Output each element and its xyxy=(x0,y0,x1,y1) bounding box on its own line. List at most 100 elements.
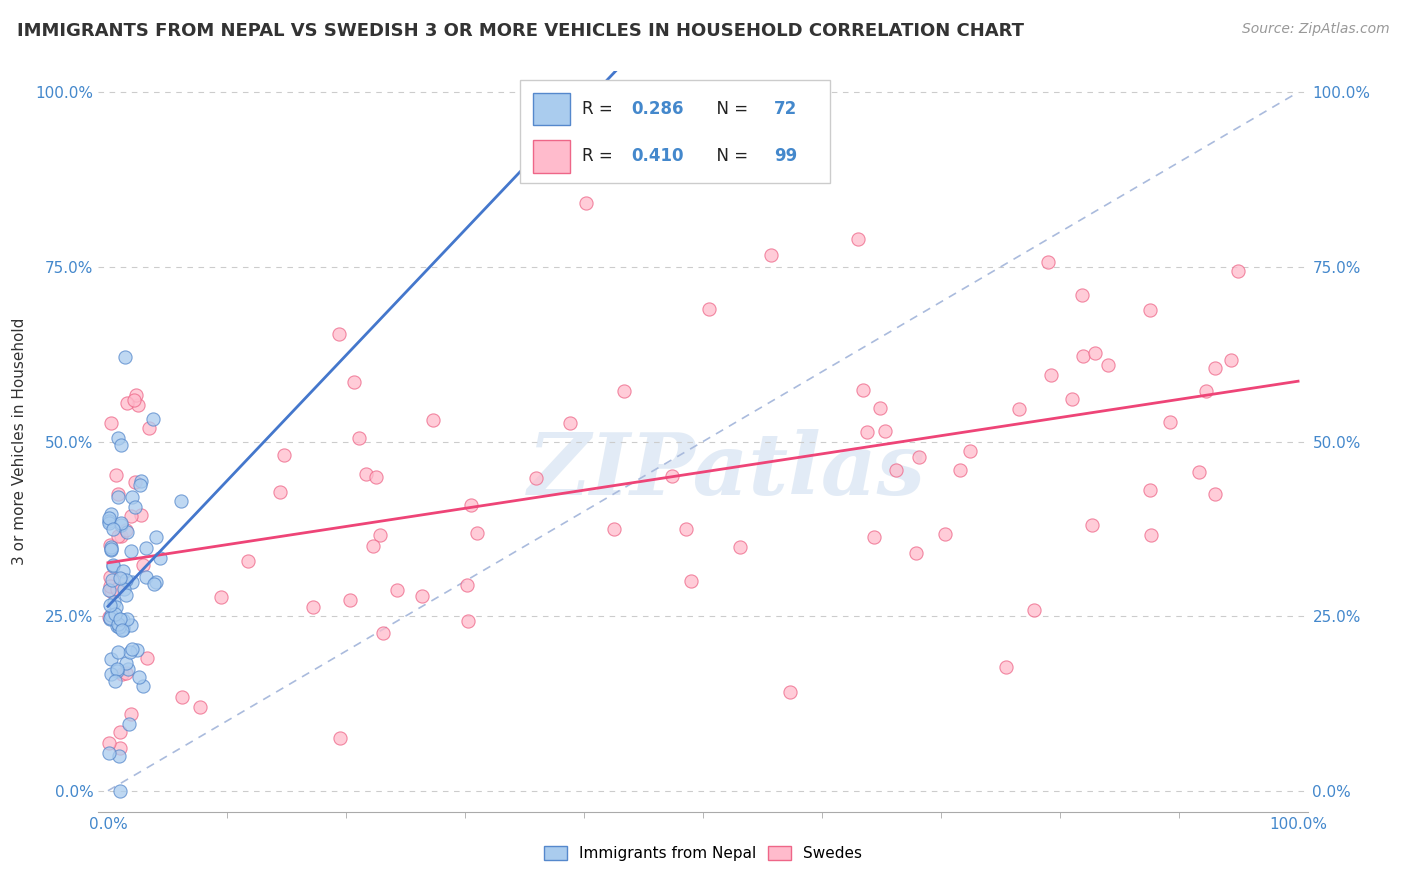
Point xyxy=(120,509,142,524)
Point xyxy=(100,583,122,598)
Point xyxy=(100,543,122,558)
Point xyxy=(1220,353,1243,368)
Text: R =: R = xyxy=(582,147,619,165)
Point xyxy=(1070,287,1092,301)
Point xyxy=(98,736,121,750)
Point xyxy=(1204,361,1226,376)
Point xyxy=(98,747,121,761)
Point xyxy=(121,642,143,657)
Point xyxy=(103,522,125,536)
Point xyxy=(1159,415,1181,429)
Point xyxy=(122,393,145,408)
Point xyxy=(959,444,981,458)
Text: N =: N = xyxy=(706,147,754,165)
Point xyxy=(114,588,136,602)
Point xyxy=(98,579,121,593)
Point xyxy=(98,569,121,583)
Point xyxy=(107,487,129,501)
Point xyxy=(385,583,408,598)
Point xyxy=(120,706,142,721)
Point xyxy=(856,425,879,440)
Point xyxy=(135,570,157,584)
Point xyxy=(852,383,875,397)
Point xyxy=(121,575,143,590)
Text: 72: 72 xyxy=(773,100,797,118)
Text: R =: R = xyxy=(582,100,619,118)
Point xyxy=(127,643,149,657)
Point xyxy=(188,700,211,714)
Point xyxy=(131,558,153,573)
Point xyxy=(145,574,167,589)
Point xyxy=(129,478,152,492)
Point xyxy=(98,538,121,552)
Point xyxy=(120,544,142,558)
Point xyxy=(115,666,138,681)
Point xyxy=(120,645,142,659)
Point xyxy=(103,558,125,573)
Text: 0.410: 0.410 xyxy=(631,147,685,165)
Point xyxy=(128,670,150,684)
Point xyxy=(1040,368,1063,382)
Point xyxy=(98,583,121,598)
Point xyxy=(100,416,122,430)
Point xyxy=(107,749,129,764)
Point xyxy=(1008,401,1031,416)
Point xyxy=(105,582,128,597)
Point xyxy=(100,666,122,681)
Point xyxy=(574,195,596,210)
Point xyxy=(460,498,482,512)
Text: 0.286: 0.286 xyxy=(631,100,685,118)
Point xyxy=(131,508,153,522)
Point xyxy=(124,475,146,490)
Point xyxy=(675,523,697,537)
Point xyxy=(411,589,433,603)
Point xyxy=(108,740,131,755)
Point xyxy=(1139,483,1161,498)
Point xyxy=(209,591,232,605)
Text: Source: ZipAtlas.com: Source: ZipAtlas.com xyxy=(1241,22,1389,37)
Point xyxy=(613,384,636,398)
Point xyxy=(846,232,869,246)
Point xyxy=(103,595,125,609)
Point xyxy=(105,619,128,633)
Point xyxy=(100,607,122,622)
Point xyxy=(354,467,377,482)
Text: 99: 99 xyxy=(773,147,797,165)
Point xyxy=(98,599,121,613)
Point xyxy=(1140,528,1163,542)
Point xyxy=(1062,392,1084,406)
Point xyxy=(170,494,193,508)
Point xyxy=(100,507,122,521)
Point xyxy=(269,484,291,499)
Point xyxy=(104,673,127,688)
Legend: Immigrants from Nepal, Swedes: Immigrants from Nepal, Swedes xyxy=(537,839,869,867)
Point xyxy=(100,540,122,554)
Point xyxy=(121,490,143,504)
Point xyxy=(1195,384,1218,398)
Point xyxy=(98,612,121,626)
Point xyxy=(995,659,1018,673)
Point xyxy=(1139,302,1161,317)
Point xyxy=(131,679,153,693)
Point xyxy=(107,645,129,659)
Point xyxy=(884,463,907,477)
Point xyxy=(862,530,884,544)
Point xyxy=(105,468,128,483)
Point xyxy=(1204,486,1226,500)
Point xyxy=(107,529,129,543)
Point xyxy=(456,578,478,592)
Point xyxy=(236,554,259,568)
Point xyxy=(143,576,166,591)
Point xyxy=(115,523,138,537)
Point xyxy=(661,469,683,483)
Point xyxy=(98,514,121,528)
Point xyxy=(1071,349,1094,363)
Point xyxy=(131,474,153,488)
Point xyxy=(138,421,160,435)
Point xyxy=(329,731,352,746)
FancyBboxPatch shape xyxy=(520,80,830,183)
Point xyxy=(1080,517,1102,532)
Point xyxy=(368,527,391,541)
Point xyxy=(1084,346,1107,360)
Point xyxy=(560,417,582,431)
